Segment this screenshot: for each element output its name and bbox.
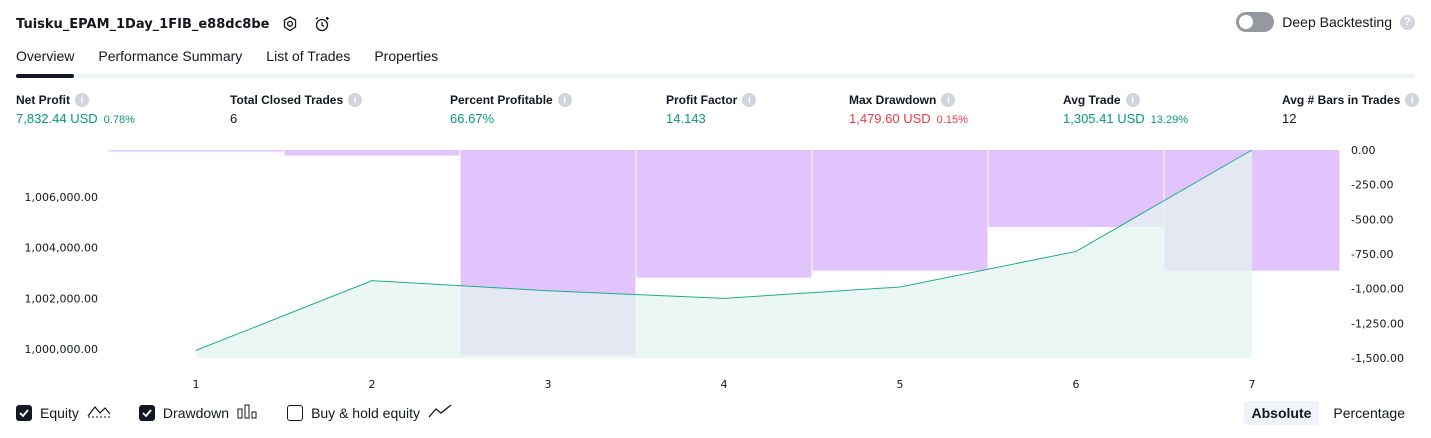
x-axis-tick-label: 4 [721,378,728,391]
left-axis-tick-label: 1,000,000.00 [25,343,98,356]
equity-line-icon [87,403,111,422]
drawdown-bars-icon [237,403,259,422]
x-axis-tick-label: 3 [545,378,552,391]
buy-hold-label: Buy & hold equity [311,404,421,421]
gear-icon[interactable] [279,13,301,35]
buy-hold-line-icon [428,403,452,422]
metric-label: Percent Profitable [450,93,553,107]
drawdown-checkbox[interactable] [138,404,155,421]
equity-area [196,150,1252,358]
report-tabs: Overview Performance Summary List of Tra… [16,46,1415,78]
metric-profit-factor: Profit Factor i 14.143 [666,93,757,126]
metric-label: Net Profit [16,93,70,107]
metric-value: 1,305.41 USD [1063,111,1145,126]
drawdown-label: Drawdown [162,404,230,421]
left-axis-tick-label: 1,004,000.00 [25,242,98,255]
metric-max-drawdown: Max Drawdown i 1,479.60 USD 0.15% [849,93,968,126]
info-icon[interactable]: i [1125,93,1140,107]
chart-legend: Equity Drawdown Buy & hold equity [16,403,452,422]
report-header: Tuisku_EPAM_1Day_1FIB_e88dc8be [16,12,333,36]
metric-label: Profit Factor [666,93,738,107]
metric-percent: 0.78% [103,114,135,126]
tab-overview[interactable]: Overview [16,46,75,78]
metric-percent: 13.29% [1150,114,1188,126]
metric-avg-trade: Avg Trade i 1,305.41 USD 13.29% [1063,93,1188,126]
metric-value: 12 [1282,111,1297,126]
metric-percent: 0.15% [936,114,968,126]
left-axis-tick-label: 1,002,000.00 [25,292,98,305]
left-axis-tick-label: 1,006,000.00 [25,191,98,204]
toggle-knob [1239,15,1254,29]
help-icon[interactable]: ? [1400,14,1415,30]
tab-list-of-trades[interactable]: List of Trades [266,48,351,64]
alarm-clock-icon[interactable] [311,13,333,35]
metric-value: 14.143 [666,111,706,126]
drawdown-bar [988,150,1164,227]
metric-label: Max Drawdown [849,93,937,107]
metric-label: Avg # Bars in Trades [1282,93,1401,107]
deep-backtesting-control: Deep Backtesting ? [1236,12,1415,32]
right-axis-tick-label: -750.00 [1351,248,1393,261]
info-icon[interactable]: i [941,93,956,107]
metric-value: 66.67% [450,111,495,126]
deep-backtesting-toggle[interactable] [1236,12,1275,32]
metric-label: Total Closed Trades [230,93,344,107]
drawdown-bar [108,150,284,152]
x-axis-tick-label: 1 [193,378,200,391]
scale-switcher: Absolute Percentage [1243,401,1414,425]
strategy-title: Tuisku_EPAM_1Day_1FIB_e88dc8be [16,16,270,32]
x-axis-tick-label: 5 [897,378,904,391]
metric-net-profit: Net Profit i 7,832.44 USD 0.78% [16,93,135,126]
metric-avg-bars-in-trades: Avg # Bars in Trades i 12 [1282,93,1420,126]
deep-backtesting-label: Deep Backtesting [1282,14,1392,30]
equity-drawdown-chart[interactable]: 1,000,000.00 1,002,000.00 1,004,000.00 1,00… [0,140,1431,398]
tab-properties[interactable]: Properties [374,48,439,64]
right-axis-tick-label: -500.00 [1351,213,1393,226]
drawdown-bar [636,150,812,278]
equity-label: Equity [40,404,79,421]
right-axis-tick-label: -1,500.00 [1351,352,1404,365]
percentage-button[interactable]: Percentage [1333,405,1405,421]
x-axis-tick-label: 2 [369,378,376,391]
x-axis-tick-label: 6 [1073,378,1080,391]
x-axis-tick-label: 7 [1249,378,1256,391]
buy-hold-checkbox[interactable] [287,404,304,421]
equity-checkbox[interactable] [16,404,32,421]
right-axis-tick-label: -250.00 [1351,179,1393,192]
drawdown-bar [284,150,460,156]
right-axis-tick-label: -1,250.00 [1351,317,1404,330]
tab-performance-summary[interactable]: Performance Summary [98,48,243,64]
absolute-button[interactable]: Absolute [1243,401,1320,425]
equity-toggle[interactable]: Equity [16,403,111,422]
info-icon[interactable]: i [557,93,572,107]
metric-total-closed-trades: Total Closed Trades i 6 [230,93,363,126]
metric-value: 7,832.44 USD [16,111,98,126]
info-icon[interactable]: i [1405,93,1420,107]
metrics-row: Net Profit i 7,832.44 USD 0.78% Total Clos… [0,93,1431,133]
metric-percent-profitable: Percent Profitable i 66.67% [450,93,572,126]
drawdown-toggle[interactable]: Drawdown [138,403,259,422]
metric-value: 1,479.60 USD [849,111,931,126]
metric-label: Avg Trade [1063,93,1121,107]
info-icon[interactable]: i [75,93,89,107]
right-axis-tick-label: 0.00 [1351,144,1376,157]
info-icon[interactable]: i [742,93,757,107]
drawdown-bar [812,150,988,271]
right-axis-tick-label: -1,000.00 [1351,283,1404,296]
info-icon[interactable]: i [348,93,363,107]
metric-value: 6 [230,111,238,126]
buy-hold-toggle[interactable]: Buy & hold equity [287,403,452,422]
